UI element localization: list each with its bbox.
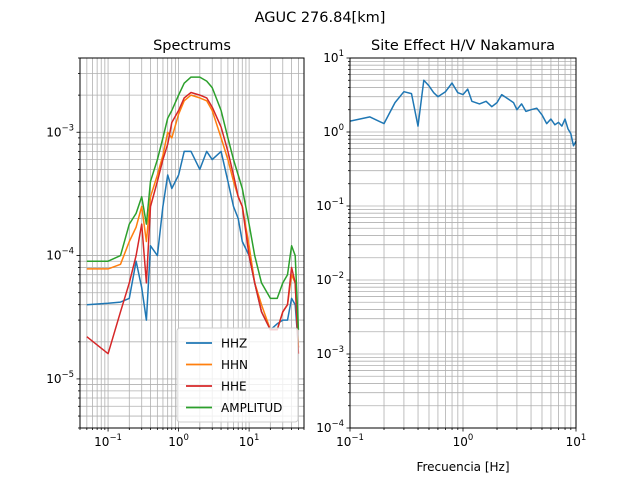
hv-ytick-label: 10−2 bbox=[316, 271, 344, 287]
spectrums-series-line-hhz bbox=[86, 150, 300, 348]
spectrums-legend: HHZ HHN HHE AMPLITUD bbox=[176, 327, 299, 423]
spectrums-xtick-label: 10−1 bbox=[94, 433, 122, 449]
hv-ytick-label: 10−4 bbox=[316, 419, 344, 435]
spectrums-title: Spectrums bbox=[153, 38, 231, 54]
legend-label-amplitud: AMPLITUD bbox=[221, 401, 282, 415]
spectrums-series-line-amplitud bbox=[86, 76, 300, 330]
spectrums-series-line-hhe bbox=[86, 91, 300, 355]
legend-label-hhe: HHE bbox=[221, 380, 247, 394]
hv-ytick-label: 10−3 bbox=[316, 345, 344, 361]
spectrums-ytick-label: 10−4 bbox=[46, 247, 74, 263]
hv-xtick-label: 10−1 bbox=[336, 433, 364, 449]
hv-ytick-label: 10−1 bbox=[316, 197, 344, 213]
spectrums-series-line-hhn bbox=[86, 94, 300, 348]
spectrums-frame bbox=[79, 57, 305, 429]
spectrums-ytick-label: 10−3 bbox=[46, 123, 74, 139]
hv-grid bbox=[349, 57, 577, 429]
spectrums-ytick-label: 10−5 bbox=[46, 370, 74, 386]
hv-xtick-label: 100 bbox=[453, 433, 474, 449]
spectrums-xtick-label: 100 bbox=[168, 433, 189, 449]
legend-label-hhz: HHZ bbox=[221, 337, 247, 351]
hv-frame bbox=[349, 57, 577, 429]
spectrums-xtick-label: 101 bbox=[239, 433, 260, 449]
figure-suptitle: AGUC 276.84[km] bbox=[255, 10, 386, 26]
legend-label-hhn: HHN bbox=[221, 358, 248, 372]
hv-lines bbox=[350, 79, 576, 147]
hv-xtick-label: 101 bbox=[566, 433, 587, 449]
spectrums-ticks: 10−1 100 101 10−5 10−4 10−3 bbox=[46, 57, 305, 449]
hv-subplot: Site Effect H/V Nakamura 10−1 100 10110−41… bbox=[316, 38, 586, 474]
hv-series-line-0 bbox=[350, 79, 576, 147]
hv-ytick-label: 101 bbox=[323, 49, 344, 65]
hv-xlabel: Frecuencia [Hz] bbox=[416, 460, 509, 474]
spectrums-lines bbox=[86, 76, 300, 355]
hv-title: Site Effect H/V Nakamura bbox=[371, 38, 555, 54]
hv-ytick-label: 100 bbox=[323, 123, 344, 139]
legend-box bbox=[176, 327, 299, 423]
hv-ticks: 10−1 100 101 10−4 10−3 10−2 10−1 100 101 bbox=[316, 49, 586, 449]
